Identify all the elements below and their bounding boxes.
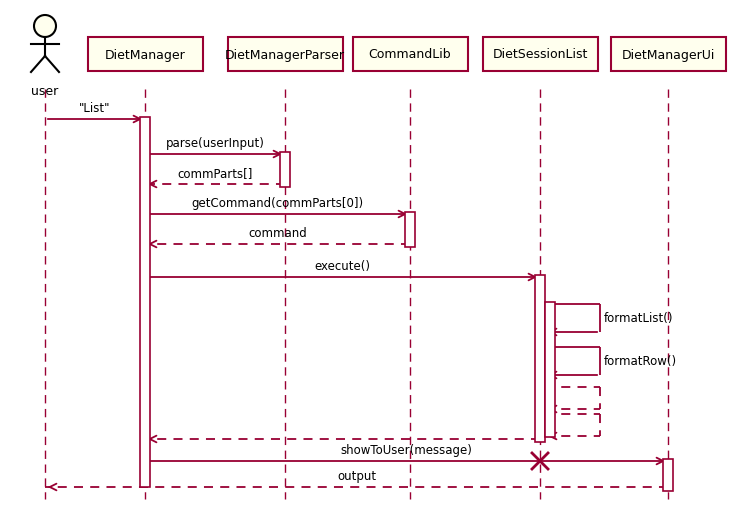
Bar: [535, 275, 545, 442]
Bar: [405, 213, 415, 247]
Text: formatRow(): formatRow(): [604, 355, 677, 368]
Text: commParts[]: commParts[]: [177, 166, 253, 180]
Text: getCommand(commParts[0]): getCommand(commParts[0]): [191, 196, 364, 210]
Text: showToUser(message): showToUser(message): [341, 443, 472, 456]
Bar: [610, 38, 726, 72]
Text: formatList(): formatList(): [604, 312, 673, 325]
Text: command: command: [248, 227, 307, 240]
Bar: [280, 153, 290, 188]
Bar: [87, 38, 202, 72]
Bar: [663, 459, 673, 491]
Bar: [483, 38, 598, 72]
Circle shape: [34, 16, 56, 38]
Text: DietSessionList: DietSessionList: [492, 48, 588, 62]
Bar: [353, 38, 468, 72]
Text: execute(): execute(): [315, 260, 370, 272]
Bar: [140, 118, 150, 487]
Bar: [228, 38, 342, 72]
Text: parse(userInput): parse(userInput): [166, 137, 265, 150]
Text: "List": "List": [79, 102, 111, 115]
Text: DietManager: DietManager: [105, 48, 185, 62]
Text: user: user: [31, 85, 58, 98]
Text: DietManagerUi: DietManagerUi: [621, 48, 715, 62]
Text: output: output: [337, 469, 376, 482]
Bar: [545, 302, 555, 437]
Text: DietManagerParser: DietManagerParser: [225, 48, 345, 62]
Text: CommandLib: CommandLib: [369, 48, 452, 62]
